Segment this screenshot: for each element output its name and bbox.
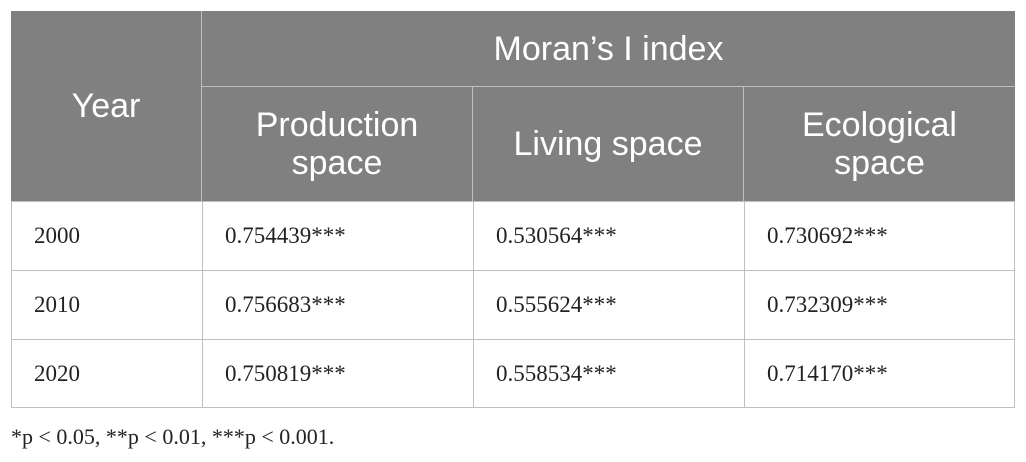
header-column: Living space bbox=[473, 87, 744, 201]
cell-value: 0.756683*** bbox=[202, 270, 474, 340]
cell-value: 0.555624*** bbox=[473, 270, 745, 340]
header-year: Year bbox=[11, 11, 202, 201]
cell-value: 0.754439*** bbox=[202, 201, 474, 271]
header-group: Moran’s I index bbox=[202, 11, 1015, 87]
row-year: 2020 bbox=[11, 339, 203, 408]
cell-value: 0.714170*** bbox=[744, 339, 1015, 408]
header-column: Production space bbox=[202, 87, 473, 201]
header-column: Ecological space bbox=[744, 87, 1015, 201]
cell-value: 0.750819*** bbox=[202, 339, 474, 408]
cell-value: 0.558534*** bbox=[473, 339, 745, 408]
cell-value: 0.530564*** bbox=[473, 201, 745, 271]
footnote: *p < 0.05, **p < 0.01, ***p < 0.001. bbox=[11, 424, 335, 449]
cell-value: 0.730692*** bbox=[744, 201, 1015, 271]
row-year: 2000 bbox=[11, 201, 203, 271]
cell-value: 0.732309*** bbox=[744, 270, 1015, 340]
row-year: 2010 bbox=[11, 270, 203, 340]
